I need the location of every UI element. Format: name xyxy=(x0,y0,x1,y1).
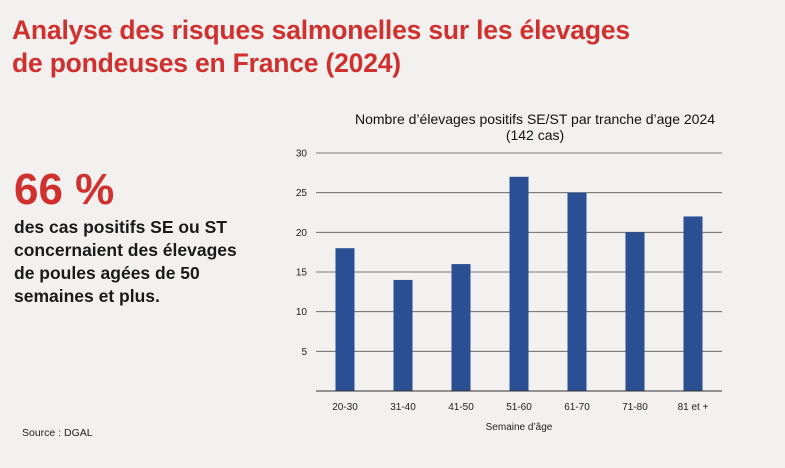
title-line-1: Analyse des risques salmonelles sur les … xyxy=(12,15,630,45)
title-line-2: de pondeuses en France (2024) xyxy=(12,48,401,78)
bar-31-40 xyxy=(393,279,413,391)
x-tick-label: 51-60 xyxy=(506,402,532,413)
y-tick-label: 30 xyxy=(296,149,308,160)
bar-20-30 xyxy=(335,248,355,391)
y-tick-label: 15 xyxy=(296,268,308,279)
stat-description: des cas positifs SE ou ST concernaient d… xyxy=(14,217,237,306)
bar-71-80 xyxy=(625,232,645,391)
bar-81-et-+ xyxy=(683,216,703,391)
chart-title: Nombre d’élevages positifs SE/ST par tra… xyxy=(355,111,715,127)
key-stat: 66 % des cas positifs SE ou ST concernai… xyxy=(14,168,254,308)
chart-bars xyxy=(335,176,703,391)
y-tick-label: 20 xyxy=(296,228,308,239)
chart-subtitle: (142 cas) xyxy=(506,127,564,143)
y-tick-label: 25 xyxy=(296,188,308,199)
page-title: Analyse des risques salmonelles sur les … xyxy=(12,14,630,80)
bar-61-70 xyxy=(567,192,587,391)
source-note: Source : DGAL xyxy=(22,427,93,439)
y-axis-ticks: 5 10 15 20 25 30 xyxy=(296,149,308,358)
x-tick-label: 31-40 xyxy=(390,402,416,413)
x-axis-label: Semaine d’âge xyxy=(486,422,553,433)
bar-41-50 xyxy=(451,264,471,391)
x-tick-label: 61-70 xyxy=(564,402,590,413)
x-axis-ticks: 20-30 31-40 41-50 51-60 61-70 71-80 81 et + xyxy=(332,402,708,413)
bar-51-60 xyxy=(509,176,529,391)
y-tick-label: 5 xyxy=(301,347,307,358)
x-tick-label: 71-80 xyxy=(622,402,648,413)
x-tick-label: 81 et + xyxy=(678,402,709,413)
x-tick-label: 41-50 xyxy=(448,402,474,413)
stat-value: 66 % xyxy=(14,165,115,214)
y-tick-label: 10 xyxy=(296,307,308,318)
x-tick-label: 20-30 xyxy=(332,402,358,413)
